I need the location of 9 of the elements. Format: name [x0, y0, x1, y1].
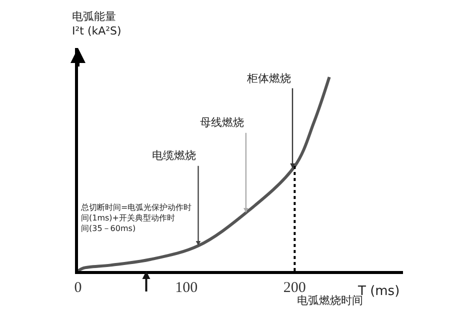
- x-tick-label: 200: [283, 280, 306, 296]
- x-tick-label: 0: [74, 280, 82, 296]
- annotation: 母线燃烧: [200, 116, 244, 129]
- annotation: 柜体燃烧: [246, 72, 291, 85]
- y-axis-title: 电弧能量 I²t (kA²S): [72, 10, 122, 38]
- text: 电弧燃烧时间: [297, 294, 363, 307]
- annotation: 总切断时间=电弧光保护动作时间(1ms)+开关典型动作时间(35－60ms): [80, 203, 192, 233]
- x-tick-label: 100: [175, 280, 198, 296]
- annotation: 电缆燃烧: [152, 149, 196, 162]
